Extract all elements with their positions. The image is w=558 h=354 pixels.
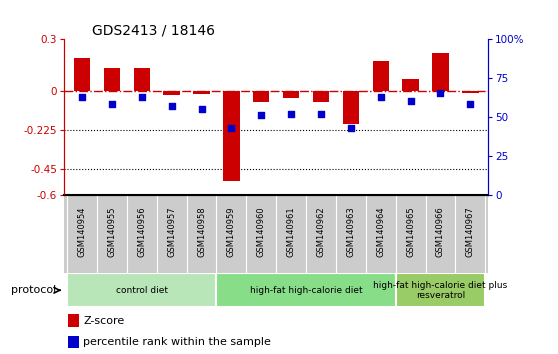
Bar [163,91,180,95]
Text: GSM140957: GSM140957 [167,206,176,257]
Bar [223,91,239,181]
Text: GDS2413 / 18146: GDS2413 / 18146 [92,23,215,37]
Bar [253,91,270,102]
Text: GSM140966: GSM140966 [436,206,445,257]
Point [436,91,445,96]
Point [406,98,415,104]
Bar [67,273,217,307]
Bar [104,68,120,91]
Text: GSM140964: GSM140964 [376,206,385,257]
Bar [283,91,299,98]
Bar [69,314,79,327]
Text: GSM140959: GSM140959 [227,206,236,257]
Point [108,102,117,107]
Point [376,94,385,99]
Text: high-fat high-calorie diet: high-fat high-calorie diet [250,286,362,295]
Text: GSM140958: GSM140958 [197,206,206,257]
Text: protocol: protocol [11,285,56,295]
Bar [217,273,396,307]
Bar [432,53,449,91]
Text: GSM140961: GSM140961 [287,206,296,257]
Text: GSM140955: GSM140955 [108,206,117,257]
Bar [396,273,485,307]
Bar [462,91,479,93]
Text: GSM140956: GSM140956 [137,206,146,257]
Point [78,94,86,99]
Point [257,113,266,118]
Bar [313,91,329,102]
Bar [343,91,359,124]
Bar [74,58,90,91]
Point [197,106,206,112]
Bar [373,61,389,91]
Text: GSM140967: GSM140967 [466,206,475,257]
Point [316,111,325,116]
Point [227,125,236,131]
Text: percentile rank within the sample: percentile rank within the sample [83,337,271,347]
Point [347,125,355,131]
Point [167,103,176,109]
Text: Z-score: Z-score [83,316,124,326]
Text: GSM140963: GSM140963 [347,206,355,257]
Text: GSM140962: GSM140962 [316,206,325,257]
Point [287,111,296,116]
Bar [402,79,419,91]
Point [137,94,146,99]
Text: control diet: control diet [116,286,168,295]
Text: GSM140954: GSM140954 [78,206,86,257]
Bar [133,68,150,91]
Text: GSM140965: GSM140965 [406,206,415,257]
Text: GSM140960: GSM140960 [257,206,266,257]
Point [466,102,475,107]
Bar [69,336,79,348]
Bar [193,91,210,94]
Text: high-fat high-calorie diet plus
resveratrol: high-fat high-calorie diet plus resverat… [373,281,508,300]
